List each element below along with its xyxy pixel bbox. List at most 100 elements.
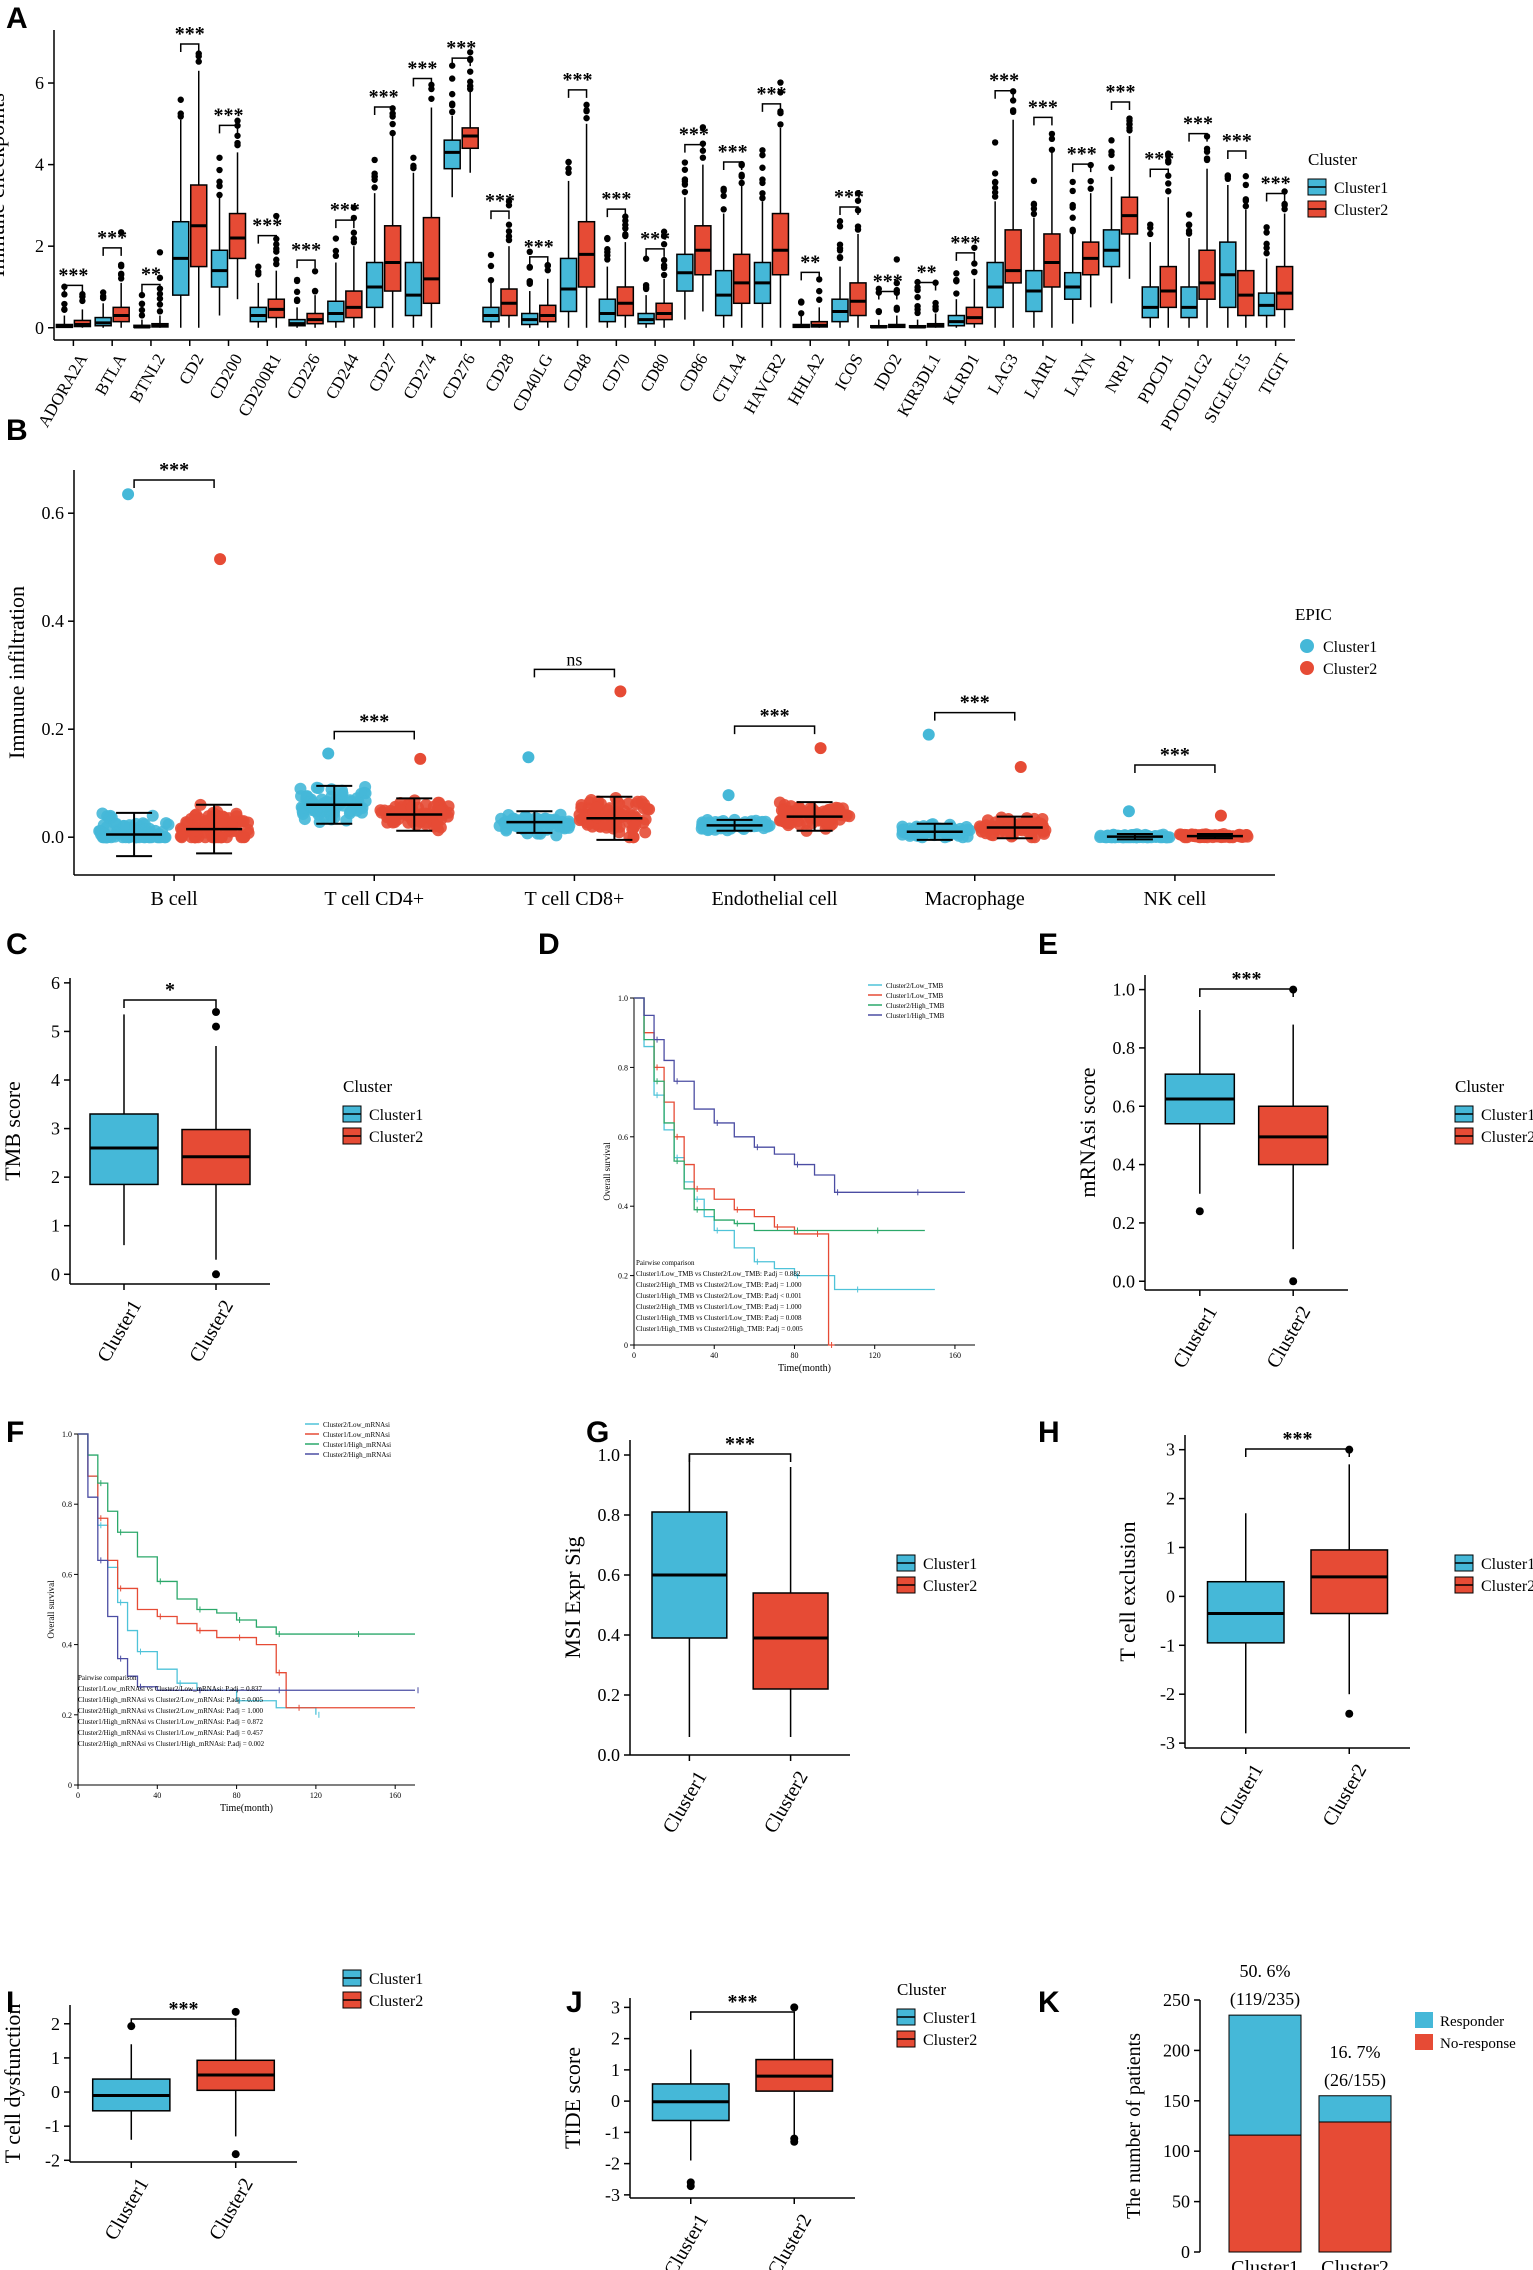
panel-label-j: J <box>566 1986 583 2019</box>
panel-c-y-tick-label: 4 <box>51 1070 60 1090</box>
panel-a-sig-bracket <box>1265 192 1286 202</box>
panel-i-x-tick-label: Cluster2 <box>205 2174 258 2244</box>
panel-f-y-tick-label: 0.6 <box>62 1570 72 1579</box>
panel-j-y-axis-label: TIDE score <box>560 2047 585 2149</box>
panel-a-outlier-point <box>622 217 629 224</box>
panel-a-cluster2-box <box>849 282 867 317</box>
panel-a-outlier-point <box>216 178 223 185</box>
panel-a-outlier-point <box>1069 214 1076 221</box>
panel-a-outlier-point <box>293 297 301 305</box>
panel-f-legend-label: Cluster1/Low_mRNAsi <box>323 1431 390 1439</box>
panel-b-data-point <box>822 815 835 828</box>
panel-b-data-point <box>100 831 113 844</box>
panel-j-outlier-point <box>790 2003 799 2012</box>
panel-j-sig-label: *** <box>728 1991 758 2013</box>
panel-a-sig-bracket <box>1188 132 1208 142</box>
panel-c-y-tick-label: 6 <box>51 973 60 993</box>
panel-a-outlier-point <box>583 107 590 114</box>
panel-a-outlier-point <box>854 197 862 204</box>
panel-d-survival-curve <box>634 997 925 1232</box>
panel-a-sig-bracket <box>684 143 704 153</box>
panel-h-y-tick-label: -1 <box>1160 1635 1175 1655</box>
panel-label-c: C <box>6 928 28 961</box>
panel-d-pairwise-title: Pairwise comparison <box>636 1259 695 1267</box>
panel-k-y-axis-label: The number of patients <box>1123 2033 1145 2219</box>
panel-f-y-tick-label: 0.4 <box>62 1641 72 1650</box>
panel-a-outlier-point <box>467 68 474 75</box>
panel-h-outlier-point <box>1345 1709 1354 1718</box>
panel-a-outlier-point <box>816 287 823 295</box>
panel-c-y-tick-label: 3 <box>51 1119 60 1139</box>
panel-b-data-point <box>316 800 329 813</box>
panel-j-y-tick-label: 3 <box>611 1997 620 2017</box>
panel-d-legend-label: Cluster1/Low_TMB <box>886 992 943 1000</box>
panel-b-legend-title: EPIC <box>1295 605 1332 624</box>
panel-a-cluster2-box <box>616 286 635 317</box>
panel-a-outlier-point <box>759 147 766 154</box>
panel-label-g: G <box>586 1416 610 1449</box>
panel-a-outlier-point <box>526 277 533 285</box>
panel-k-count-label: (119/235) <box>1230 1989 1300 2010</box>
panel-b-sig-bracket <box>333 730 415 740</box>
panel-b-data-point <box>581 818 594 831</box>
panel-i-y-tick-label: -1 <box>45 2116 60 2136</box>
panel-a-outlier-point <box>156 274 164 282</box>
panel-j-outlier-point <box>686 2182 695 2191</box>
panel-a-outlier-point <box>1108 164 1115 171</box>
panel-a-x-tick-label: ADORA2A <box>34 350 91 430</box>
panel-a-outlier-point <box>836 241 844 248</box>
panel-i-y-tick-label: 0 <box>51 2082 60 2102</box>
panel-a-y-tick-label: 0 <box>35 318 44 338</box>
panel-a-outlier-point <box>371 173 378 180</box>
panel-h-legend-label: Cluster2 <box>1481 1578 1533 1595</box>
panel-b-legend-label: Cluster2 <box>1323 661 1377 678</box>
panel-a-outlier-point <box>1108 148 1115 155</box>
panel-f-pairwise-row: Cluster1/High_mRNAsi vs Cluster1/Low_mRN… <box>78 1718 263 1726</box>
panel-b-x-tick-label: T cell CD4+ <box>324 888 424 910</box>
panel-a-outlier-point <box>255 268 262 276</box>
panel-a-outlier-point <box>642 255 650 262</box>
panel-g-legend-label: Cluster2 <box>923 1578 977 1595</box>
panel-d-x-tick-label: 120 <box>869 1351 881 1360</box>
panel-a-x-tick-label: TIGIT <box>1255 350 1294 398</box>
panel-b-sig-bracket <box>1134 764 1216 773</box>
panel-a-sig-bracket <box>335 219 355 229</box>
panel-a-outlier-point <box>117 263 125 270</box>
panel-a-sig-label: *** <box>1105 81 1135 103</box>
panel-a-outlier-point <box>273 256 280 263</box>
panel-a-outlier-point <box>1281 200 1288 208</box>
panel-a-outlier-point <box>798 310 805 317</box>
panel-b-data-point <box>639 813 652 826</box>
panel-e-y-tick-label: 0.0 <box>1113 1271 1136 1291</box>
panel-a-cluster2-box <box>655 302 673 321</box>
panel-a-outlier-point <box>505 233 513 240</box>
panel-a-outlier-point <box>1263 250 1270 257</box>
panel-b-data-point <box>375 806 388 819</box>
panel-g-x-tick-label: Cluster1 <box>659 1767 712 1837</box>
panel-a-x-tick-label: CD244 <box>322 350 363 402</box>
panel-e-x-tick-label: Cluster1 <box>1169 1302 1222 1372</box>
panel-b-data-point <box>430 819 443 832</box>
panel-i-y-tick-label: 2 <box>51 2014 60 2034</box>
panel-g-sig-bracket <box>688 1453 792 1462</box>
panel-a-outlier-point <box>467 78 474 85</box>
panel-f-y-tick-label: 1.0 <box>62 1430 72 1439</box>
panel-i-outlier-point <box>231 2007 240 2016</box>
panel-c-y-tick-label: 5 <box>51 1021 60 1041</box>
panel-a-sig-bracket <box>451 57 471 67</box>
panel-a-outlier-point <box>1185 221 1193 228</box>
panel-a-cluster1-box <box>559 257 578 313</box>
panel-a-outlier-point <box>798 299 805 306</box>
panel-h-cluster2-box <box>1310 1549 1389 1615</box>
panel-h-y-tick-label: 3 <box>1166 1440 1175 1460</box>
panel-b-data-point <box>359 795 372 808</box>
panel-a-outlier-point <box>854 226 862 233</box>
panel-a-outlier-point <box>449 108 456 116</box>
panel-d-x-tick-label: 40 <box>710 1351 718 1360</box>
panel-b-data-point <box>142 831 155 844</box>
panel-a-outlier-point <box>660 241 668 248</box>
panel-k-legend-swatch <box>1415 2012 1433 2028</box>
panel-b-outlier-point <box>814 742 827 755</box>
panel-k-count-label: (26/155) <box>1324 2070 1386 2091</box>
panel-a-sig-bracket <box>141 283 161 293</box>
